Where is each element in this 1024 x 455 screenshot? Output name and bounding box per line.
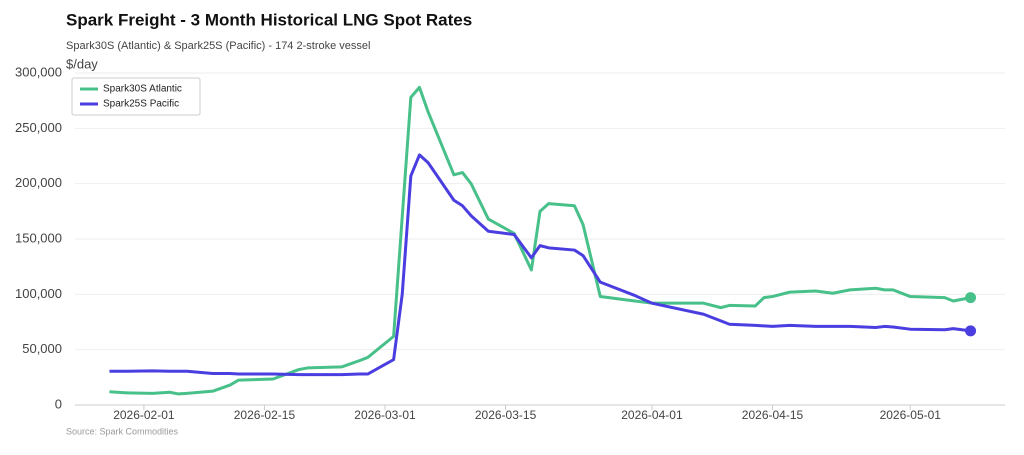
end-marker (965, 325, 977, 337)
y-tick-label: 250,000 (15, 120, 62, 135)
series-line (109, 153, 971, 377)
y-tick-label: 100,000 (15, 286, 62, 301)
end-marker (965, 292, 977, 304)
chart-title: Spark Freight - 3 Month Historical LNG S… (66, 10, 472, 29)
legend-label: Spark25S Pacific (103, 99, 179, 110)
x-tick-label: 2026-04-01 (621, 408, 683, 422)
x-tick-label: 2026-05-01 (880, 408, 942, 422)
x-tick-label: 2026-03-01 (354, 408, 416, 422)
x-tick-label: 2026-04-15 (742, 408, 804, 422)
y-tick-label: 200,000 (15, 175, 62, 190)
series-line (109, 85, 971, 396)
legend-label: Spark30S Atlantic (103, 84, 182, 95)
x-tick-label: 2026-03-15 (475, 408, 537, 422)
legend-box (71, 77, 201, 116)
y-axis-label: $/day (66, 56, 98, 71)
chart-subtitle: Spark30S (Atlantic) & Spark25S (Pacific)… (66, 40, 370, 52)
source: Source: Spark Commodities (66, 426, 179, 436)
y-tick-label: 150,000 (15, 230, 62, 245)
y-tick-label: 300,000 (15, 64, 62, 79)
y-tick-label: 0 (55, 396, 62, 411)
y-tick-label: 50,000 (22, 341, 62, 356)
x-tick-label: 2026-02-01 (113, 408, 175, 422)
x-tick-label: 2026-02-15 (234, 408, 296, 422)
